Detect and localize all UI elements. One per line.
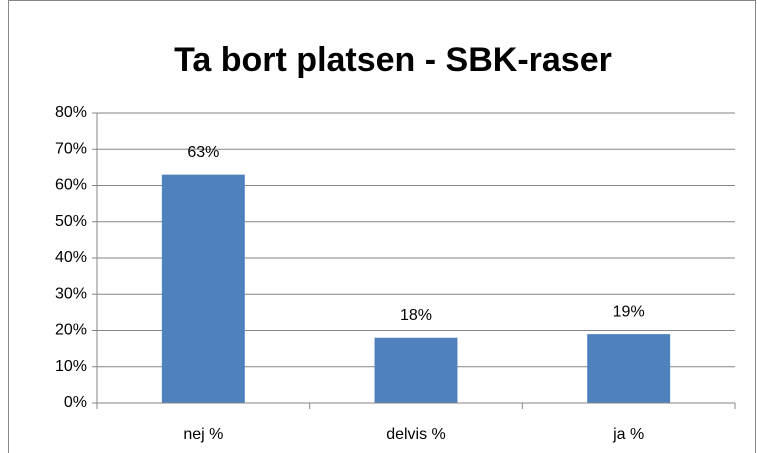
x-tick-label: nej % [183,426,223,443]
bar [161,174,245,403]
y-tick-label: 20% [55,322,87,339]
y-tick-label: 70% [55,140,87,157]
bar [587,334,671,403]
y-tick-label: 60% [55,177,87,194]
value-label: 18% [400,307,432,324]
value-label: 63% [187,144,219,161]
y-tick-label: 80% [55,104,87,121]
y-tick-label: 0% [64,394,87,411]
y-tick-label: 50% [55,213,87,230]
y-tick-label: 30% [55,285,87,302]
value-label: 19% [613,303,645,320]
bar [374,337,458,403]
y-tick-label: 40% [55,249,87,266]
y-tick-label: 10% [55,358,87,375]
x-tick-label: delvis % [386,426,446,443]
x-tick-label: ja % [612,426,644,443]
chart-title: Ta bort platsen - SBK-raser [174,41,612,79]
